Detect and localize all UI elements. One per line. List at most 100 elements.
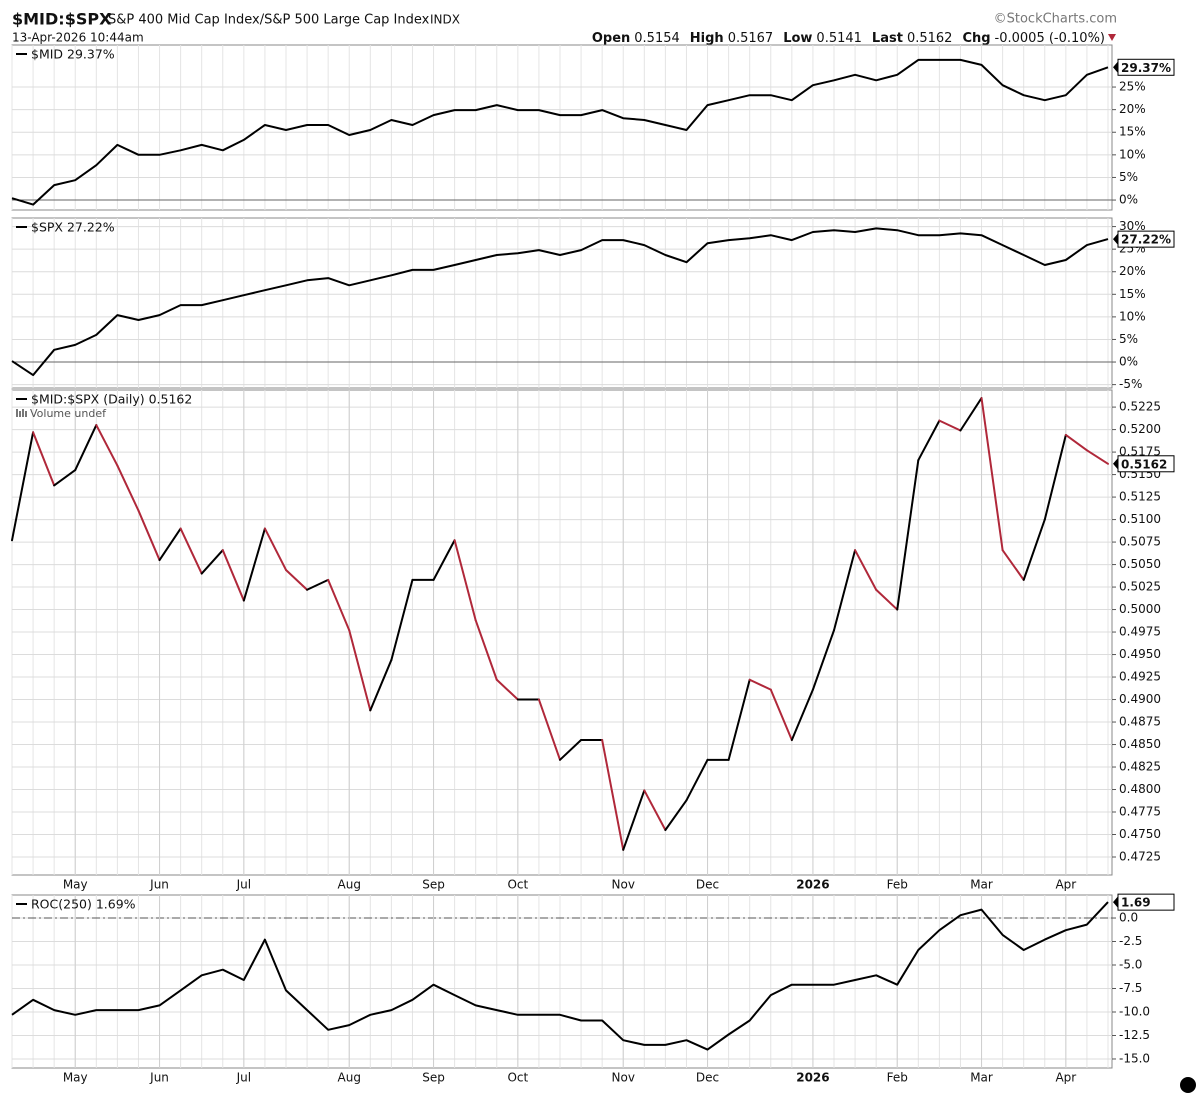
x-tick-label: May [63, 878, 88, 892]
y-tick-label: 15% [1119, 287, 1146, 301]
x-tick-label: Nov [612, 1071, 635, 1085]
y-tick-label: 0.5050 [1119, 557, 1161, 571]
quote-value: 0.5167 [728, 31, 774, 46]
x-tick-label: Jun [149, 878, 169, 892]
y-tick-label: -5% [1119, 377, 1142, 391]
y-tick-label: 0.4850 [1119, 737, 1161, 751]
last-value-label: 0.5162 [1121, 457, 1167, 471]
x-tick-label: 2026 [796, 878, 829, 892]
volume-icon [22, 409, 24, 417]
y-tick-label: 10% [1119, 309, 1146, 323]
y-tick-label: -10.0 [1119, 1004, 1150, 1018]
y-tick-label: 0.4750 [1119, 827, 1161, 841]
x-tick-label: Nov [612, 878, 635, 892]
x-tick-label: Jun [149, 1071, 169, 1085]
corner-dot [1180, 1077, 1196, 1093]
quote-value: 0.5141 [816, 31, 862, 46]
y-tick-label: 0.5100 [1119, 512, 1161, 526]
last-value-box [1117, 230, 1175, 248]
price-segment [537, 698, 561, 761]
last-value-box [1117, 455, 1175, 473]
x-tick-label: May [63, 1071, 88, 1085]
x-tick-label: Dec [696, 1071, 719, 1085]
price-segment [980, 397, 1004, 552]
y-tick-label: 0.4925 [1119, 670, 1161, 684]
x-tick-label: Jul [236, 1071, 251, 1085]
datetime: 13-Apr-2026 10:44am [12, 31, 144, 45]
price-segment [811, 629, 835, 691]
panel-frame [11, 894, 1113, 1069]
y-tick-label: 0.4900 [1119, 692, 1161, 706]
price-segment [95, 424, 119, 467]
price-segment [854, 549, 878, 591]
series-line [11, 58, 1109, 206]
volume-icon [25, 411, 27, 417]
price-segment [32, 431, 56, 487]
x-tick-label: Aug [338, 1071, 361, 1085]
y-tick-label: 0.4775 [1119, 805, 1161, 819]
x-tick-label: 2026 [796, 1071, 829, 1085]
x-tick-label: Oct [507, 1071, 528, 1085]
price-segment [158, 527, 182, 562]
price-segment [432, 539, 456, 581]
price-segment [685, 758, 709, 802]
quote-value: 0.5162 [907, 31, 953, 46]
price-segment [179, 527, 203, 575]
price-segment [875, 588, 899, 611]
x-tick-label: Sep [422, 878, 445, 892]
last-value-box [1117, 58, 1175, 76]
price-segment [263, 527, 287, 571]
y-tick-label: 0.5000 [1119, 602, 1161, 616]
y-tick-label: 0.5075 [1119, 535, 1161, 549]
y-tick-label: 0.5175 [1119, 445, 1161, 459]
price-segment [74, 424, 98, 472]
x-tick-label: Feb [887, 878, 908, 892]
price-segment [833, 549, 857, 632]
price-segment [11, 431, 35, 542]
y-tick-label: -15.0 [1119, 1051, 1150, 1065]
y-tick-label: 0.5200 [1119, 422, 1161, 436]
price-segment [917, 419, 941, 462]
price-segment [727, 678, 751, 761]
legend-label: $MID:$SPX (Daily) 0.5162 [31, 392, 192, 407]
y-tick-label: 0.4975 [1119, 625, 1161, 639]
price-segment [664, 799, 688, 832]
price-segment [896, 459, 920, 611]
price-segment [1043, 433, 1067, 521]
exchange: INDX [430, 13, 460, 27]
x-tick-label: Feb [887, 1071, 908, 1085]
series-line [11, 901, 1109, 1051]
price-segment [1001, 549, 1025, 581]
y-tick-label: -2.5 [1119, 934, 1142, 948]
price-segment [643, 789, 667, 832]
y-tick-label: 0.4800 [1119, 782, 1161, 796]
price-segment [748, 678, 772, 691]
copyright: ©StockCharts.com [994, 12, 1117, 27]
symbol: $MID:$SPX [12, 10, 112, 29]
y-tick-label: 0% [1119, 355, 1138, 369]
quote-label: Low [783, 31, 812, 46]
x-tick-label: Oct [507, 878, 528, 892]
price-segment [769, 688, 793, 742]
y-tick-label: 5% [1119, 332, 1138, 346]
price-segment [348, 629, 372, 712]
quote-label: Open [592, 31, 630, 46]
quote-label: Chg [962, 31, 990, 46]
price-segment [242, 527, 266, 602]
price-segment [601, 739, 625, 851]
x-tick-label: Mar [970, 1071, 993, 1085]
y-tick-label: 0.5125 [1119, 490, 1161, 504]
index-name: S&P 400 Mid Cap Index/S&P 500 Large Cap … [108, 13, 430, 28]
last-value-label: 1.69 [1121, 896, 1151, 910]
price-segment [1085, 449, 1109, 465]
quote-label: Last [872, 31, 903, 46]
y-tick-label: 20% [1119, 264, 1146, 278]
volume-note: Volume undef [30, 407, 107, 420]
price-segment [1064, 433, 1088, 452]
quote-value: -0.0005 (-0.10%) [995, 31, 1105, 46]
price-segment [938, 419, 962, 432]
y-tick-label: 20% [1119, 102, 1146, 116]
price-segment [200, 549, 224, 575]
quote-value: 0.5154 [634, 31, 680, 46]
